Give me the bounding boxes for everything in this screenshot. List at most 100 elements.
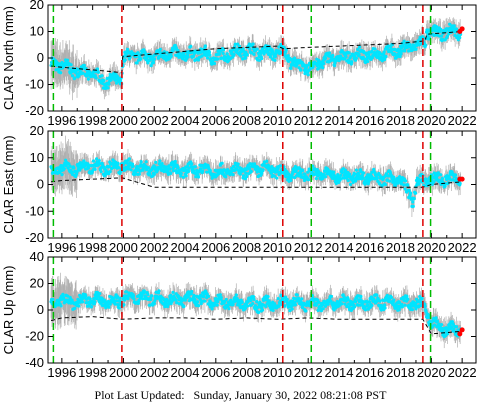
data-point [261,168,265,172]
data-point [236,42,240,46]
data-point [165,51,169,55]
data-point [231,173,235,177]
panel-frame [47,130,477,239]
data-point [414,47,418,51]
data-point [255,47,259,51]
data-point [62,167,66,171]
data-points [49,289,463,339]
data-point [361,176,365,180]
data-point [241,174,246,178]
data-point [370,49,374,53]
data-point [129,168,133,172]
data-point [146,166,151,170]
x-tick-label: 2006 [201,240,230,255]
data-point [247,167,252,171]
data-point [323,175,328,179]
data-point [272,174,277,178]
x-tick-label: 2022 [448,113,477,128]
data-point [323,56,328,60]
data-point [408,42,412,47]
data-point [160,162,164,166]
data-point [393,52,397,56]
data-point [271,50,275,54]
data-point [398,175,402,179]
x-tick-label: 2014 [325,113,354,128]
data-point [72,166,76,170]
data-point [384,54,388,59]
data-point [186,55,190,59]
y-tick-label: 20 [30,0,44,12]
data-point [132,297,136,301]
x-tick-label: 2016 [355,240,384,255]
x-tick-label: 2014 [325,240,354,255]
data-point [423,43,428,47]
data-point [154,160,158,164]
data-point [201,169,205,173]
data-point [131,164,135,168]
x-tick-label: 2004 [171,240,200,255]
data-point [311,65,315,69]
data-point [225,52,229,56]
y-axis-label: CLAR North (mm) [1,6,16,110]
data-point [366,59,370,64]
data-point [158,159,162,163]
x-tick-label: 2012 [294,113,323,128]
model-fit-line [51,31,463,74]
data-point [86,77,90,81]
data-point [152,172,156,176]
data-point [273,54,278,59]
data-point [221,51,225,55]
x-tick-label: 2018 [386,240,415,255]
data-point [277,45,281,49]
data-point [244,171,248,175]
data-point [258,167,262,171]
data-point [107,165,111,169]
data-point [458,36,462,40]
data-point [243,56,247,60]
data-point [104,306,108,310]
data-point [104,168,108,173]
data-point [169,171,173,175]
x-tick-label: 2016 [355,113,384,128]
data-point [327,51,332,55]
data-point [167,164,171,168]
data-point [152,302,156,306]
data-point [357,174,361,178]
data-point [122,303,126,307]
data-point [423,177,428,181]
x-tick-label: 2020 [417,113,446,128]
data-point [268,168,273,172]
data-point [61,292,65,296]
data-point [347,51,351,55]
data-point [126,297,130,301]
data-point [149,297,153,302]
data-point [139,159,143,164]
data-point [342,176,346,180]
data-point [169,293,173,297]
data-point [116,165,121,170]
data-point [142,289,146,293]
data-point [169,54,173,58]
data-points [49,22,463,90]
data-point [221,48,226,52]
data-point [171,290,175,294]
data-point [265,159,269,163]
data-point [136,51,140,55]
data-point [74,172,79,176]
data-point [356,47,360,52]
data-point [314,176,318,181]
data-point [268,55,273,59]
x-tick-label: 2004 [171,113,200,128]
data-point [269,171,273,175]
data-point [144,52,148,57]
y-tick-label: 0 [37,177,44,192]
data-point [298,170,303,174]
data-point [231,48,235,52]
data-point [340,170,344,175]
data-point [106,86,110,90]
x-tick-label: 2022 [448,240,477,255]
data-point [148,172,152,176]
